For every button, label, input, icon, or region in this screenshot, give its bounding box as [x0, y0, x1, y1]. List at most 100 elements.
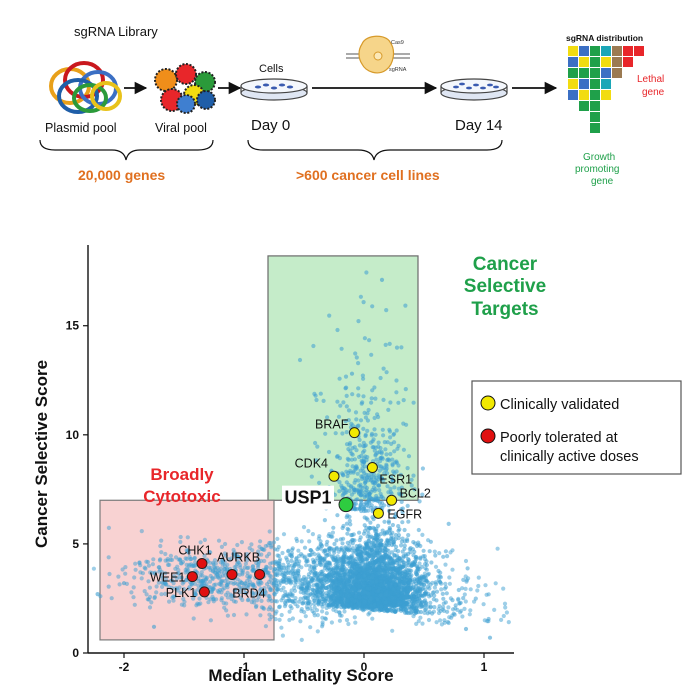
gene-point	[307, 572, 311, 576]
gene-point	[337, 550, 341, 554]
gene-point	[346, 622, 350, 626]
gene-point	[428, 601, 432, 605]
gene-point	[392, 579, 396, 583]
gene-point	[389, 442, 393, 446]
gene-point	[340, 614, 344, 618]
gene-point	[356, 424, 360, 428]
gene-point	[311, 588, 315, 592]
gene-point	[222, 601, 226, 605]
gene-point	[339, 558, 343, 562]
gene-point	[328, 563, 332, 567]
gene-point	[412, 605, 416, 609]
gene-point	[209, 618, 213, 622]
gene-point	[343, 491, 347, 495]
gene-point	[363, 454, 367, 458]
gene-point	[330, 572, 334, 576]
gene-point	[359, 500, 363, 504]
gene-point	[287, 563, 291, 567]
gene-point	[345, 404, 349, 408]
gene-point	[363, 590, 367, 594]
gene-point	[322, 399, 326, 403]
gene-point	[358, 538, 362, 542]
gene-point	[441, 592, 445, 596]
cell-lines-label: >600 cancer cell lines	[296, 167, 440, 183]
y-tick-label: 10	[66, 428, 80, 442]
gene-point	[475, 588, 479, 592]
gene-point	[304, 563, 308, 567]
gene-point	[217, 539, 221, 543]
point-brd4	[255, 569, 265, 579]
gene-point	[291, 566, 295, 570]
gene-point	[361, 427, 365, 431]
gene-point	[293, 579, 297, 583]
gene-point	[239, 569, 243, 573]
gene-point	[395, 428, 399, 432]
gene-point	[131, 595, 135, 599]
gene-point	[468, 608, 472, 612]
gene-point	[211, 562, 215, 566]
gene-point	[353, 599, 357, 603]
gene-point	[133, 603, 137, 607]
gene-point	[235, 543, 239, 547]
gene-point	[146, 597, 150, 601]
gene-point	[362, 574, 366, 578]
gene-point	[384, 343, 388, 347]
gene-point	[340, 541, 344, 545]
gene-point	[218, 582, 222, 586]
sgrna-distribution-grid	[568, 46, 644, 134]
gene-point	[143, 567, 147, 571]
gene-point	[344, 386, 348, 390]
gene-point	[423, 598, 427, 602]
gene-point	[407, 600, 411, 604]
gene-point	[387, 608, 391, 612]
point-chk1	[197, 559, 207, 569]
gene-point	[259, 581, 263, 585]
gene-point	[367, 338, 371, 342]
gene-point	[441, 597, 445, 601]
gene-point	[433, 553, 437, 557]
gene-point	[246, 566, 250, 570]
gene-point	[313, 552, 317, 556]
gene-point	[372, 427, 376, 431]
gene-point	[441, 555, 445, 559]
gene-point	[356, 393, 360, 397]
gene-point	[507, 620, 511, 624]
gene-point	[393, 548, 397, 552]
gene-point	[214, 597, 218, 601]
gene-point	[465, 578, 469, 582]
gene-point	[324, 554, 328, 558]
gene-point	[380, 501, 384, 505]
gene-point	[369, 353, 373, 357]
gene-point	[472, 600, 476, 604]
gene-point	[311, 558, 315, 562]
gene-point	[391, 523, 395, 527]
distribution-cell	[568, 90, 578, 100]
gene-point	[384, 567, 388, 571]
gene-point	[363, 523, 367, 527]
gene-point	[405, 593, 409, 597]
gene-point	[334, 581, 338, 585]
gene-point	[267, 607, 271, 611]
gene-point	[169, 554, 173, 558]
gene-point	[340, 431, 344, 435]
gene-point	[446, 620, 450, 624]
gene-point	[391, 587, 395, 591]
distribution-cell	[579, 79, 589, 89]
distribution-cell	[568, 79, 578, 89]
broadly-cytotoxic-title: Broadly Cytotoxic	[143, 465, 220, 506]
gene-point	[300, 539, 304, 543]
gene-point	[361, 578, 365, 582]
gene-point	[334, 538, 338, 542]
gene-point	[358, 595, 362, 599]
gene-point	[269, 588, 273, 592]
gene-point	[411, 540, 415, 544]
gene-point	[277, 605, 281, 609]
gene-point	[353, 567, 357, 571]
distribution-cell	[568, 57, 578, 67]
gene-point	[389, 533, 393, 537]
gene-point	[351, 423, 355, 427]
gene-point	[423, 587, 427, 591]
y-tick-label: 5	[72, 537, 79, 551]
gene-point	[322, 581, 326, 585]
